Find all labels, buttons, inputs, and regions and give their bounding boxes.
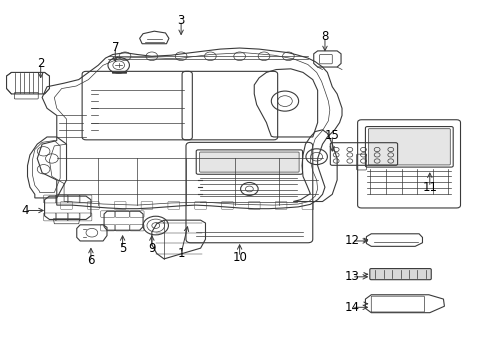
Text: 11: 11 (422, 181, 436, 194)
Text: 2: 2 (37, 57, 44, 70)
Text: 12: 12 (344, 234, 359, 247)
Text: 5: 5 (119, 242, 126, 255)
Text: 6: 6 (87, 254, 95, 267)
Text: 14: 14 (344, 301, 359, 314)
Text: 15: 15 (324, 129, 339, 142)
FancyBboxPatch shape (367, 129, 449, 165)
Text: 8: 8 (321, 30, 328, 43)
Text: 3: 3 (177, 14, 184, 27)
FancyBboxPatch shape (369, 269, 430, 280)
Text: 13: 13 (344, 270, 359, 283)
Text: 1: 1 (177, 247, 184, 260)
Text: 4: 4 (21, 204, 29, 217)
Text: 10: 10 (232, 251, 246, 264)
Text: 9: 9 (148, 242, 155, 255)
FancyBboxPatch shape (199, 152, 299, 172)
Text: 7: 7 (111, 41, 119, 54)
